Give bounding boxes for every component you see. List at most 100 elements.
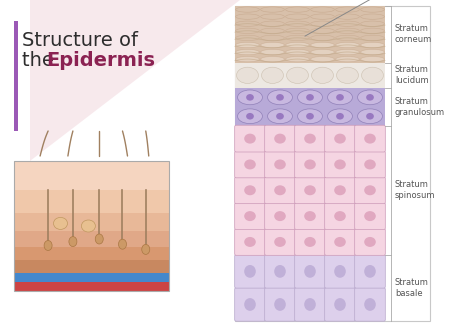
Ellipse shape [261,49,284,55]
Ellipse shape [236,42,259,48]
Ellipse shape [274,160,286,169]
Ellipse shape [304,265,316,278]
Ellipse shape [310,35,334,41]
Ellipse shape [337,67,358,83]
Ellipse shape [334,265,346,278]
Ellipse shape [361,28,384,33]
FancyBboxPatch shape [325,255,356,288]
Ellipse shape [334,211,346,221]
Ellipse shape [304,298,316,311]
Ellipse shape [286,28,310,33]
FancyBboxPatch shape [295,151,325,178]
Ellipse shape [304,211,316,221]
FancyBboxPatch shape [355,255,385,288]
Text: the: the [22,51,60,70]
Bar [235,6,385,63]
FancyBboxPatch shape [235,151,265,178]
FancyBboxPatch shape [355,228,385,255]
Ellipse shape [361,49,384,55]
Ellipse shape [336,113,344,119]
Ellipse shape [236,57,259,62]
Ellipse shape [357,90,383,105]
Ellipse shape [142,244,150,255]
Ellipse shape [364,160,376,169]
Ellipse shape [364,211,376,221]
Ellipse shape [237,67,258,83]
Ellipse shape [244,134,256,144]
Ellipse shape [334,160,346,169]
Ellipse shape [244,298,256,311]
Ellipse shape [328,109,353,124]
Ellipse shape [306,94,314,101]
Ellipse shape [336,21,359,26]
FancyBboxPatch shape [355,125,385,152]
Ellipse shape [261,42,284,48]
Ellipse shape [298,109,322,124]
FancyBboxPatch shape [325,151,356,178]
Ellipse shape [276,113,284,119]
Bar [14,247,169,260]
Bar [14,21,18,131]
Ellipse shape [261,14,284,19]
Ellipse shape [304,134,316,144]
Ellipse shape [274,185,286,195]
Ellipse shape [286,49,310,55]
Ellipse shape [357,109,383,124]
Ellipse shape [261,7,284,12]
Ellipse shape [44,241,52,251]
FancyBboxPatch shape [264,228,295,255]
FancyBboxPatch shape [235,288,265,321]
Ellipse shape [361,7,384,12]
FancyBboxPatch shape [235,177,265,204]
Ellipse shape [336,35,359,41]
Ellipse shape [69,237,77,247]
Ellipse shape [244,237,256,247]
Ellipse shape [306,113,314,119]
Ellipse shape [310,21,334,26]
Ellipse shape [274,298,286,311]
FancyBboxPatch shape [264,288,295,321]
Ellipse shape [364,134,376,144]
FancyBboxPatch shape [295,228,325,255]
Ellipse shape [361,14,384,19]
Bar [14,282,169,291]
Ellipse shape [336,7,359,12]
Bar [235,88,385,126]
Ellipse shape [328,90,353,105]
Ellipse shape [364,265,376,278]
Ellipse shape [246,94,254,101]
Text: Epidermis: Epidermis [46,51,155,70]
Ellipse shape [364,237,376,247]
FancyBboxPatch shape [325,288,356,321]
FancyBboxPatch shape [295,125,325,152]
FancyBboxPatch shape [264,125,295,152]
Ellipse shape [310,49,334,55]
FancyBboxPatch shape [355,288,385,321]
FancyBboxPatch shape [235,203,265,229]
FancyBboxPatch shape [355,203,385,229]
FancyBboxPatch shape [295,203,325,229]
Ellipse shape [274,211,286,221]
Bar [235,255,385,321]
FancyBboxPatch shape [295,288,325,321]
Ellipse shape [304,185,316,195]
Ellipse shape [336,14,359,19]
Ellipse shape [298,90,322,105]
Ellipse shape [366,113,374,119]
FancyBboxPatch shape [355,177,385,204]
FancyBboxPatch shape [325,177,356,204]
FancyBboxPatch shape [325,228,356,255]
Ellipse shape [274,237,286,247]
Ellipse shape [364,185,376,195]
Bar [235,63,385,88]
Ellipse shape [261,35,284,41]
Ellipse shape [287,67,309,83]
Ellipse shape [276,94,284,101]
Ellipse shape [236,35,259,41]
Ellipse shape [236,7,259,12]
FancyBboxPatch shape [295,177,325,204]
Ellipse shape [244,211,256,221]
Bar [14,231,169,247]
Text: Stratum
spinosum: Stratum spinosum [395,180,436,200]
Ellipse shape [286,42,310,48]
